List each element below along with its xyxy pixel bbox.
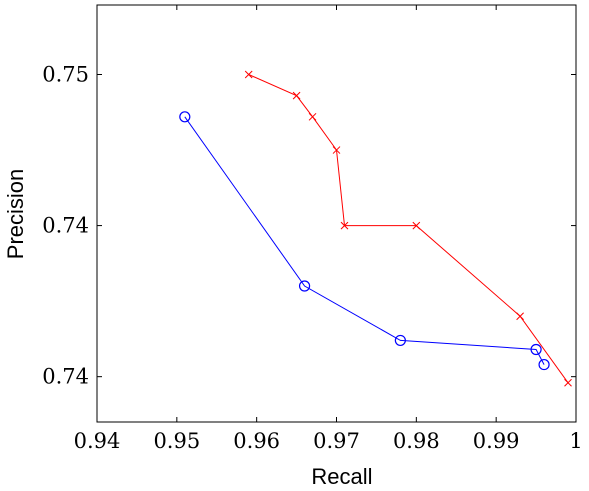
x-tick-label: 0.95 [153, 429, 200, 453]
data-point-cross [412, 221, 421, 230]
cross-stroke [308, 112, 317, 121]
series-layer [179, 70, 572, 387]
cross-stroke [292, 91, 301, 100]
cross-stroke [412, 221, 421, 230]
cross-stroke [340, 221, 349, 230]
data-point-circle [179, 111, 191, 123]
x-tick-label: 0.98 [393, 429, 440, 453]
series-2 [179, 111, 550, 371]
cross-stroke [564, 378, 572, 387]
y-tick-label: 0.75 [42, 63, 89, 87]
data-point-circle [394, 334, 406, 347]
x-tick-label: 0.94 [74, 429, 121, 453]
series-line [248, 74, 569, 383]
series-line [184, 116, 545, 365]
data-point-cross [564, 378, 572, 387]
data-point-cross [340, 221, 349, 230]
x-tick-label: 0.97 [313, 429, 360, 453]
data-point-cross [308, 112, 317, 121]
cross-stroke [332, 146, 341, 154]
x-axis-title: Recall [311, 464, 372, 489]
cross-stroke [516, 312, 524, 321]
x-tick-label: 0.96 [233, 429, 280, 453]
x-tick-label: 1 [569, 429, 582, 453]
y-axis-title: Precision [3, 169, 28, 259]
data-point-cross [292, 91, 301, 100]
data-point-circle [538, 358, 550, 371]
cross-stroke [244, 70, 253, 79]
x-tick-label: 0.99 [473, 429, 520, 453]
series-1 [244, 70, 572, 387]
data-point-circle [530, 343, 542, 356]
ticks-layer: 0.94 0.95 0.96 0.97 0.98 0.99 1 0.75 0.74 0.74 [42, 5, 583, 453]
plot-frame [96, 4, 577, 423]
data-point-circle [298, 280, 311, 292]
data-point-cross [516, 312, 524, 321]
y-tick-label: 0.74 [42, 365, 89, 389]
data-point-cross [244, 70, 253, 79]
y-tick-label: 0.74 [42, 214, 89, 238]
plot-area [96, 4, 577, 423]
data-point-cross [332, 146, 341, 154]
